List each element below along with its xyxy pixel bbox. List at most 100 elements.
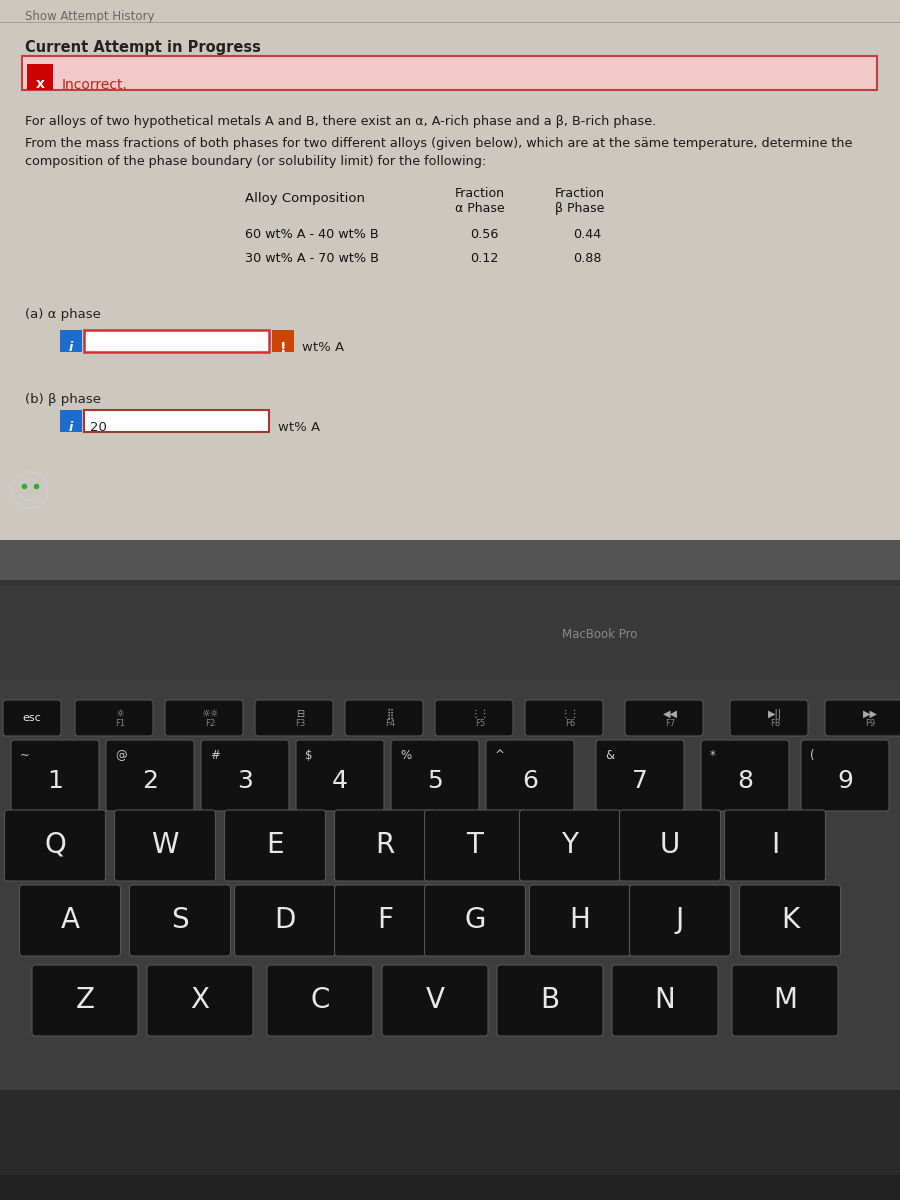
FancyBboxPatch shape	[335, 886, 436, 956]
Text: 0.12: 0.12	[470, 252, 499, 265]
FancyBboxPatch shape	[165, 700, 243, 736]
Text: J: J	[676, 906, 684, 934]
FancyBboxPatch shape	[4, 810, 105, 881]
Text: T: T	[466, 830, 483, 859]
Text: &: &	[605, 749, 614, 762]
Bar	[0, 1090, 900, 1200]
FancyBboxPatch shape	[486, 740, 574, 811]
Text: *: *	[710, 749, 716, 762]
FancyBboxPatch shape	[255, 700, 333, 736]
Text: (b) β phase: (b) β phase	[25, 392, 101, 406]
Text: composition of the phase boundary (or solubility limit) for the following:: composition of the phase boundary (or so…	[25, 155, 486, 168]
Text: 1: 1	[47, 769, 63, 793]
Text: 0.88: 0.88	[573, 252, 601, 265]
Text: Q: Q	[44, 830, 66, 859]
Text: F5: F5	[475, 720, 485, 728]
Text: Current Attempt in Progress: Current Attempt in Progress	[25, 40, 261, 55]
FancyBboxPatch shape	[596, 740, 684, 811]
Text: 30 wt% A - 70 wt% B: 30 wt% A - 70 wt% B	[245, 252, 379, 265]
FancyBboxPatch shape	[20, 886, 121, 956]
FancyBboxPatch shape	[625, 700, 703, 736]
Bar	[0, 0, 900, 580]
Text: 4: 4	[332, 769, 348, 793]
FancyBboxPatch shape	[525, 700, 603, 736]
Text: F4: F4	[385, 720, 395, 728]
FancyBboxPatch shape	[345, 700, 423, 736]
Text: 60 wt% A - 40 wt% B: 60 wt% A - 40 wt% B	[245, 228, 379, 241]
Text: ⣿: ⣿	[386, 709, 393, 719]
Text: For alloys of two hypothetical metals A and B, there exist an α, A-rich phase an: For alloys of two hypothetical metals A …	[25, 115, 656, 128]
Text: ◀◀: ◀◀	[662, 709, 678, 719]
FancyBboxPatch shape	[32, 965, 138, 1036]
Text: ~: ~	[20, 749, 30, 762]
Text: Fraction
α Phase: Fraction α Phase	[455, 187, 505, 215]
FancyBboxPatch shape	[519, 810, 620, 881]
Text: ^: ^	[495, 749, 505, 762]
Text: 20: 20	[90, 421, 107, 434]
Text: U: U	[660, 830, 680, 859]
FancyBboxPatch shape	[84, 410, 269, 432]
FancyBboxPatch shape	[75, 700, 153, 736]
FancyBboxPatch shape	[3, 700, 61, 736]
FancyBboxPatch shape	[224, 810, 326, 881]
Text: MacBook Pro: MacBook Pro	[562, 628, 638, 641]
FancyBboxPatch shape	[730, 700, 808, 736]
FancyBboxPatch shape	[435, 700, 513, 736]
Bar	[0, 1175, 900, 1200]
FancyBboxPatch shape	[106, 740, 194, 811]
Text: @: @	[115, 749, 127, 762]
FancyBboxPatch shape	[60, 330, 82, 352]
Text: F9: F9	[865, 720, 875, 728]
Text: 7: 7	[632, 769, 648, 793]
Text: 0.44: 0.44	[573, 228, 601, 241]
Text: (: (	[810, 749, 814, 762]
Text: S: S	[171, 906, 189, 934]
Text: ⋮⋮: ⋮⋮	[560, 709, 580, 719]
FancyBboxPatch shape	[825, 700, 900, 736]
Text: F6: F6	[565, 720, 575, 728]
FancyBboxPatch shape	[425, 810, 526, 881]
Text: H: H	[570, 906, 590, 934]
Text: (a) α phase: (a) α phase	[25, 308, 101, 320]
Text: D: D	[274, 906, 296, 934]
Text: i: i	[69, 341, 73, 354]
FancyBboxPatch shape	[201, 740, 289, 811]
Text: %: %	[400, 749, 411, 762]
Bar	[0, 580, 900, 584]
FancyBboxPatch shape	[425, 886, 526, 956]
Bar	[0, 580, 900, 680]
Text: A: A	[60, 906, 79, 934]
Text: F7: F7	[665, 720, 675, 728]
Text: $: $	[305, 749, 312, 762]
FancyBboxPatch shape	[130, 886, 230, 956]
FancyBboxPatch shape	[529, 886, 631, 956]
Bar	[0, 540, 900, 580]
Text: 9: 9	[837, 769, 853, 793]
Text: Show Attempt History: Show Attempt History	[25, 10, 155, 23]
FancyBboxPatch shape	[740, 886, 841, 956]
Text: F8: F8	[770, 720, 780, 728]
Text: From the mass fractions of both phases for two different alloys (given below), w: From the mass fractions of both phases f…	[25, 137, 852, 150]
Text: x: x	[35, 77, 44, 91]
Text: C: C	[310, 986, 329, 1014]
Text: 8: 8	[737, 769, 753, 793]
Text: F1: F1	[115, 720, 125, 728]
Text: ⋮⋮: ⋮⋮	[470, 709, 490, 719]
FancyBboxPatch shape	[147, 965, 253, 1036]
Text: G: G	[464, 906, 486, 934]
FancyBboxPatch shape	[22, 56, 877, 90]
Text: wt% A: wt% A	[302, 341, 344, 354]
Text: ☼: ☼	[115, 709, 124, 719]
FancyBboxPatch shape	[629, 886, 731, 956]
Text: i: i	[69, 421, 73, 434]
Text: ▶||: ▶||	[768, 709, 782, 719]
Text: M: M	[773, 986, 797, 1014]
FancyBboxPatch shape	[732, 965, 838, 1036]
Text: 3: 3	[237, 769, 253, 793]
Text: Z: Z	[76, 986, 94, 1014]
Text: Fraction
β Phase: Fraction β Phase	[555, 187, 605, 215]
Text: wt% A: wt% A	[278, 421, 320, 434]
FancyBboxPatch shape	[60, 410, 82, 432]
Text: E: E	[266, 830, 284, 859]
Bar	[0, 680, 900, 1200]
